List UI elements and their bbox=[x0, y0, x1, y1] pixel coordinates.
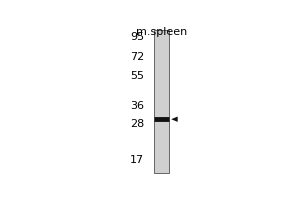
Bar bbox=[154, 30, 169, 173]
Text: m.spleen: m.spleen bbox=[136, 27, 188, 37]
Polygon shape bbox=[171, 117, 178, 122]
Text: 55: 55 bbox=[130, 71, 145, 81]
Text: 95: 95 bbox=[130, 32, 145, 42]
Text: 36: 36 bbox=[130, 101, 145, 111]
Text: 28: 28 bbox=[130, 119, 145, 129]
Text: 72: 72 bbox=[130, 52, 145, 62]
Text: 17: 17 bbox=[130, 155, 145, 165]
